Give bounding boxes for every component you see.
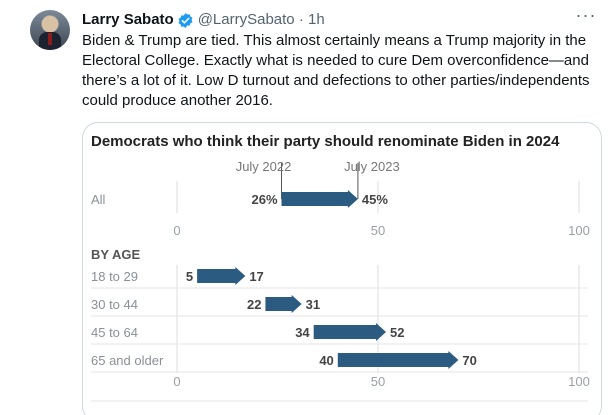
age-tick-label-0: 0 [173,374,180,389]
all-tick-label-0: 0 [173,223,180,238]
category-label-2: 45 to 64 [91,325,138,340]
all-tick-label-1: 50 [371,223,385,238]
chart-card[interactable]: Democrats who think their party should r… [82,122,602,415]
age-tick-label-2: 100 [568,374,590,389]
tweet-text: Biden & Trump are tied. This almost cert… [82,32,590,109]
author-avatar[interactable] [30,10,70,50]
age-tick-label-1: 50 [371,374,385,389]
verified-badge-icon [178,12,193,28]
category-label-1: 30 to 44 [91,297,138,312]
marker-label-end: July 2023 [344,159,400,174]
value-label-all-start: 26% [251,192,277,207]
arrow-3 [337,351,459,369]
category-label-3: 65 and older [91,353,164,368]
value-label-end-0: 17 [249,269,263,284]
more-options-icon[interactable]: ··· [575,5,597,25]
value-label-start-1: 22 [247,297,261,312]
category-label-0: 18 to 29 [91,269,138,284]
arrow-1 [265,295,302,313]
value-label-all-end: 45% [362,192,388,207]
chart-title: Democrats who think their party should r… [91,133,560,150]
value-label-start-0: 5 [186,269,193,284]
arrow-all [281,190,358,208]
author-name[interactable]: Larry Sabato [82,11,174,28]
section-label-by-age: BY AGE [91,247,140,262]
tweet-header: Larry Sabato @LarrySabato · 1h [82,11,325,29]
value-label-end-1: 31 [306,297,320,312]
value-label-end-2: 52 [390,325,404,340]
author-handle-time[interactable]: @LarrySabato · 1h [197,11,325,28]
value-label-start-3: 40 [319,353,333,368]
value-label-end-3: 70 [462,353,476,368]
all-tick-label-2: 100 [568,223,590,238]
avatar-tie [48,33,52,45]
marker-label-start: July 2022 [236,159,292,174]
arrow-2 [313,323,387,341]
value-label-start-2: 34 [295,325,310,340]
arrow-0 [197,267,246,285]
category-label-all: All [91,192,106,207]
